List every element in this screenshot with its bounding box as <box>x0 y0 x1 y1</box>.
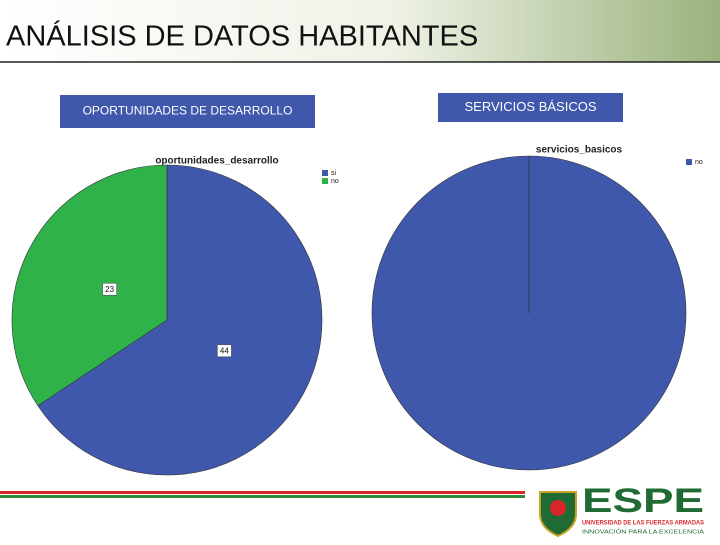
slide-title: ANÁLISIS DE DATOS HABITANTES <box>6 20 478 53</box>
chart-heading: SERVICIOS BÁSICOS <box>465 99 597 114</box>
data-label-box <box>102 282 117 296</box>
pie-slice <box>37 164 323 476</box>
legend-swatch <box>686 159 692 165</box>
logo-emblem <box>550 500 566 516</box>
legend-label: si <box>331 170 337 177</box>
data-label: 23 <box>105 285 114 294</box>
legend-swatch <box>322 170 328 176</box>
logo-line1: UNIVERSIDAD DE LAS FUERZAS ARMADAS <box>582 520 705 527</box>
pie-slice <box>11 164 168 407</box>
chart-title: oportunidades_desarrollo <box>155 156 278 167</box>
legend-swatch <box>322 178 328 184</box>
logo: ESPE UNIVERSIDAD DE LAS FUERZAS ARMADAS … <box>539 482 705 538</box>
footer-red <box>0 491 525 494</box>
footer-green <box>0 495 525 498</box>
title-bar <box>0 0 720 62</box>
data-label: 44 <box>220 346 229 355</box>
chart-heading-box <box>60 95 315 128</box>
chart-heading-box <box>438 93 623 122</box>
data-label-box <box>217 344 232 358</box>
legend-label: no <box>695 159 703 166</box>
logo-name: ESPE <box>582 482 704 520</box>
chart-heading: OPORTUNIDADES DE DESARROLLO <box>83 104 293 118</box>
chart-title: servicios_basicos <box>536 145 623 156</box>
logo-line2: INNOVACIÓN PARA LA EXCELENCIA <box>582 528 704 535</box>
legend-label: no <box>331 178 339 185</box>
